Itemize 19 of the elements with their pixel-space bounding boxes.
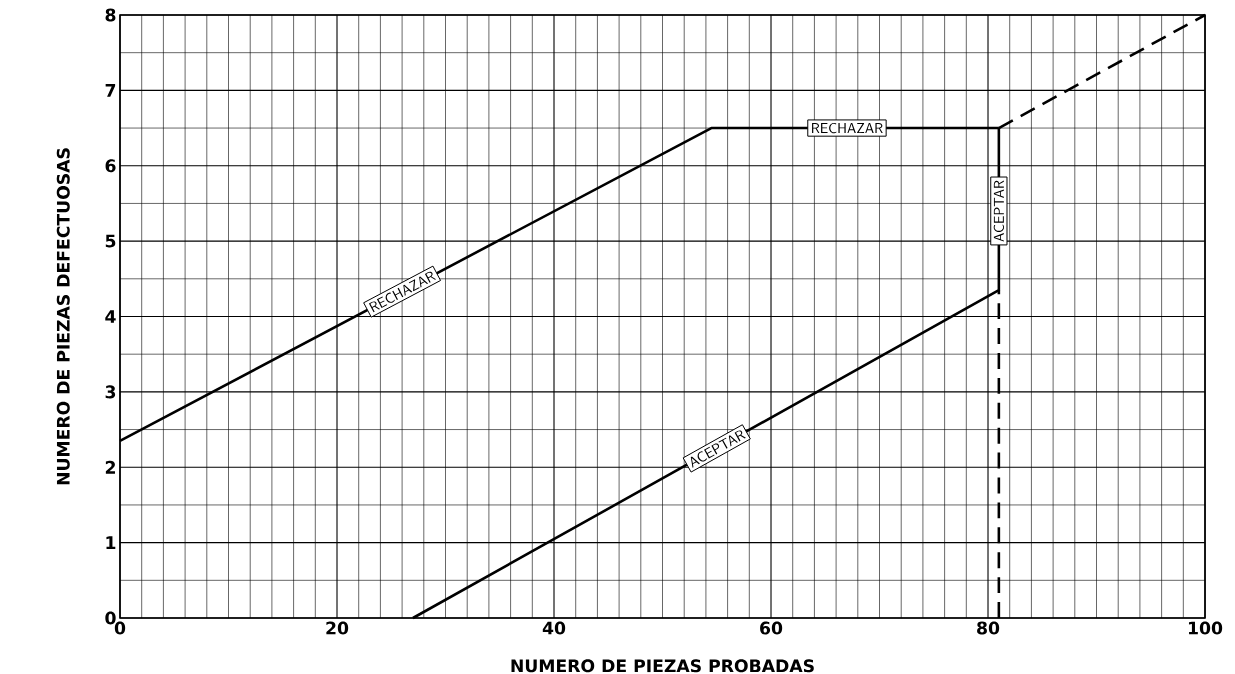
x-tick-label: 60 <box>760 621 783 635</box>
y-tick-label: 4 <box>105 310 116 323</box>
y-tick-label: 8 <box>105 8 116 22</box>
x-tick-label: 0 <box>114 621 126 635</box>
y-axis-title: NUMERO DE PIEZAS DEFECTUOSAS <box>56 148 70 485</box>
x-tick-label: 40 <box>542 621 566 635</box>
y-tick-label: 5 <box>105 234 116 248</box>
annotation: ACEPTAR <box>993 180 1004 242</box>
annotation: RECHAZAR <box>812 122 883 134</box>
x-tick-label: 80 <box>977 621 1000 635</box>
y-tick-label: 0 <box>105 611 116 625</box>
x-tick-label: 100 <box>1188 621 1223 635</box>
y-tick-label: 6 <box>105 159 116 173</box>
y-tick-label: 2 <box>105 460 115 474</box>
y-tick-label: 1 <box>106 536 116 549</box>
x-axis-title: NUMERO DE PIEZAS PROBADAS <box>511 659 814 673</box>
y-tick-label: 7 <box>105 84 116 97</box>
y-tick-label: 3 <box>105 385 116 399</box>
x-tick-label: 20 <box>326 621 349 635</box>
